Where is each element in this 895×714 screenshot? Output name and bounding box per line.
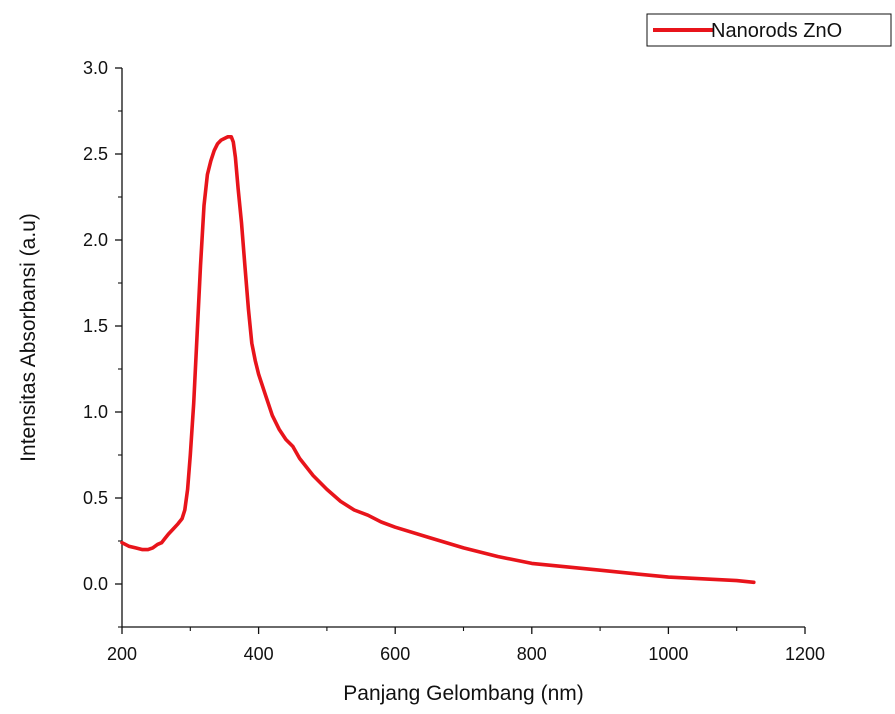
legend: Nanorods ZnO [646,13,892,47]
x-tick-label: 600 [380,644,410,664]
y-axis-label: Intensitas Absorbansi (a.u) [17,213,40,462]
y-tick-label: 0.0 [83,574,108,594]
x-tick-label: 400 [244,644,274,664]
x-tick-label: 800 [517,644,547,664]
x-tick-label: 1000 [648,644,688,664]
x-axis-label: Panjang Gelombang (nm) [343,682,583,705]
x-tick-label: 1200 [785,644,825,664]
y-tick-label: 1.0 [83,402,108,422]
y-tick-label: 3.0 [83,58,108,78]
axes [121,68,805,628]
y-ticks: 0.0 0.5 1.0 1.5 2.0 2.5 3.0 [83,58,122,628]
series-group [120,135,756,585]
x-tick-label: 200 [107,644,137,664]
y-tick-label: 1.5 [83,316,108,336]
y-tick-label: 2.0 [83,230,108,250]
series-line-0 [120,135,756,585]
y-tick-label: 2.5 [83,144,108,164]
legend-label: Nanorods ZnO [711,20,842,42]
y-tick-label: 0.5 [83,488,108,508]
x-ticks: 200 400 600 800 1000 1200 [107,627,825,664]
